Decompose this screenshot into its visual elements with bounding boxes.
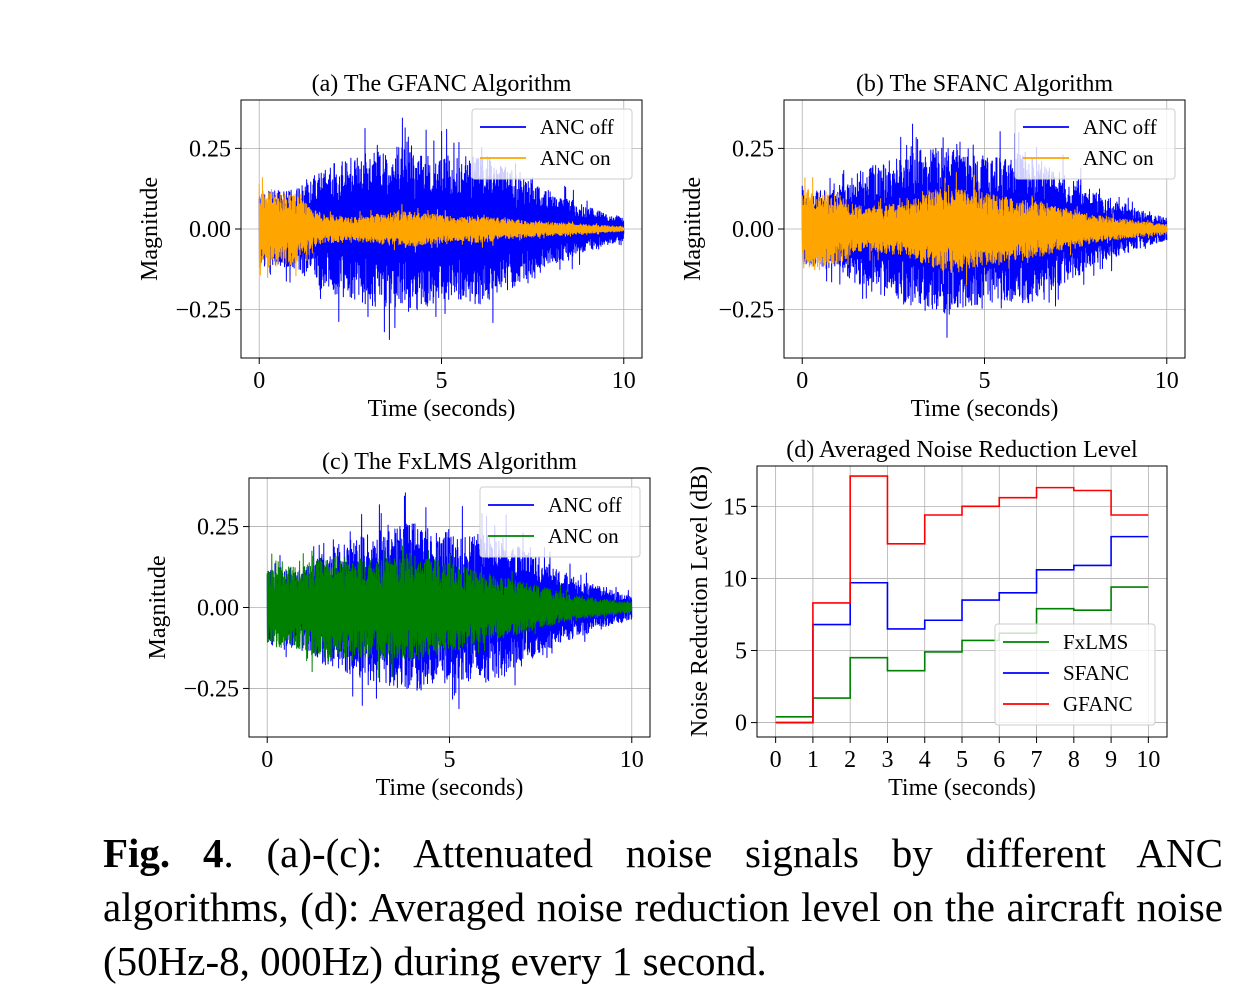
x-tick-label: 5 — [979, 368, 991, 394]
chart-panel-1: 0 5 10 0.25 0.00 −0.25 (b) The SFANC Algorithm… — [680, 71, 1186, 422]
figure-caption: Fig. 4. (a)-(c): Attenuated noise signal… — [103, 826, 1223, 988]
y-tick-label: −0.25 — [718, 298, 774, 324]
legend: ANC off ANC on — [1014, 108, 1176, 180]
y-tick-label: 0.00 — [189, 217, 231, 243]
series-line-anc-on — [258, 177, 625, 279]
legend: FxLMS SFANC GFANC — [994, 623, 1156, 726]
y-axis-label: Magnitude — [680, 177, 706, 281]
y-tick-label: −0.25 — [175, 298, 231, 324]
x-axis-label: Time (seconds) — [888, 775, 1036, 801]
x-axis-label: Time (seconds) — [911, 396, 1059, 422]
caption-text: . (a)-(c): Attenuated noise signals by d… — [103, 830, 1223, 984]
x-tick-label: 0 — [261, 747, 273, 773]
chart-title: (d) Averaged Noise Reduction Level — [786, 437, 1138, 463]
x-tick-label: 0 — [253, 368, 265, 394]
legend-label: ANC on — [548, 524, 619, 548]
caption-label: Fig. 4 — [103, 830, 224, 876]
legend-label: ANC off — [1083, 115, 1157, 139]
series-line-sfanc — [775, 535, 1149, 724]
x-tick-label: 1 — [807, 747, 819, 773]
x-tick-label: 5 — [956, 747, 968, 773]
y-tick-label: −0.25 — [183, 676, 239, 702]
legend-label: FxLMS — [1063, 630, 1128, 654]
legend-label: SFANC — [1063, 661, 1129, 685]
y-tick-label: 0.00 — [197, 596, 239, 622]
x-tick-label: 4 — [919, 747, 931, 773]
y-tick-label: 10 — [723, 566, 747, 592]
x-tick-label: 7 — [1031, 747, 1043, 773]
legend-label: ANC on — [540, 146, 611, 170]
y-tick-label: 15 — [723, 494, 747, 520]
y-axis-label: Magnitude — [145, 556, 171, 660]
chart-title: (a) The GFANC Algorithm — [312, 71, 572, 97]
x-tick-label: 0 — [770, 747, 782, 773]
x-tick-label: 5 — [444, 747, 456, 773]
chart-panel-0: 0 5 10 0.25 0.00 −0.25 (a) The GFANC Algorithm… — [137, 71, 643, 422]
chart-title: (c) The FxLMS Algorithm — [322, 449, 577, 475]
x-tick-label: 8 — [1068, 747, 1080, 773]
plot-area — [775, 475, 1149, 724]
y-tick-label: 0.00 — [732, 217, 774, 243]
chart-panel-2: 0 5 10 0.25 0.00 −0.25 (c) The FxLMS Algorithm… — [145, 449, 651, 801]
y-tick-label: 0.25 — [197, 515, 239, 541]
series-line-gfanc — [775, 475, 1149, 724]
y-tick-label: 0.25 — [732, 136, 774, 162]
x-tick-label: 10 — [612, 368, 636, 394]
y-axis-label: Noise Reduction Level (dB) — [687, 466, 713, 737]
x-tick-label: 10 — [1136, 747, 1160, 773]
y-axis-label: Magnitude — [137, 177, 163, 281]
x-axis-label: Time (seconds) — [368, 396, 516, 422]
legend-box — [994, 623, 1156, 726]
legend: ANC off ANC on — [471, 108, 633, 180]
y-tick-label: 0.25 — [189, 136, 231, 162]
series-line-anc-on — [266, 536, 633, 678]
x-tick-label: 3 — [881, 747, 893, 773]
x-tick-label: 6 — [993, 747, 1005, 773]
plot-area — [801, 123, 1168, 338]
legend-label: ANC off — [540, 115, 614, 139]
series-line-anc-on — [801, 171, 1168, 286]
y-tick-label: 0 — [735, 711, 747, 737]
y-tick-label: 5 — [735, 639, 747, 665]
legend-label: ANC on — [1083, 146, 1154, 170]
x-tick-label: 5 — [436, 368, 448, 394]
chart-title: (b) The SFANC Algorithm — [856, 71, 1113, 97]
legend: ANC off ANC on — [479, 486, 641, 558]
legend-label: ANC off — [548, 493, 622, 517]
x-tick-label: 2 — [844, 747, 856, 773]
legend-label: GFANC — [1063, 692, 1133, 716]
plot-area — [258, 117, 625, 341]
plot-area — [266, 492, 633, 710]
figure: 0 5 100.250.00−0.25(a) The GFANC Algorithm… — [137, 71, 1186, 801]
x-tick-label: 10 — [620, 747, 644, 773]
x-tick-label: 0 — [796, 368, 808, 394]
x-axis-label: Time (seconds) — [376, 775, 524, 801]
x-tick-label: 10 — [1155, 368, 1179, 394]
series-line-fxlms — [775, 586, 1149, 718]
x-tick-label: 9 — [1105, 747, 1117, 773]
